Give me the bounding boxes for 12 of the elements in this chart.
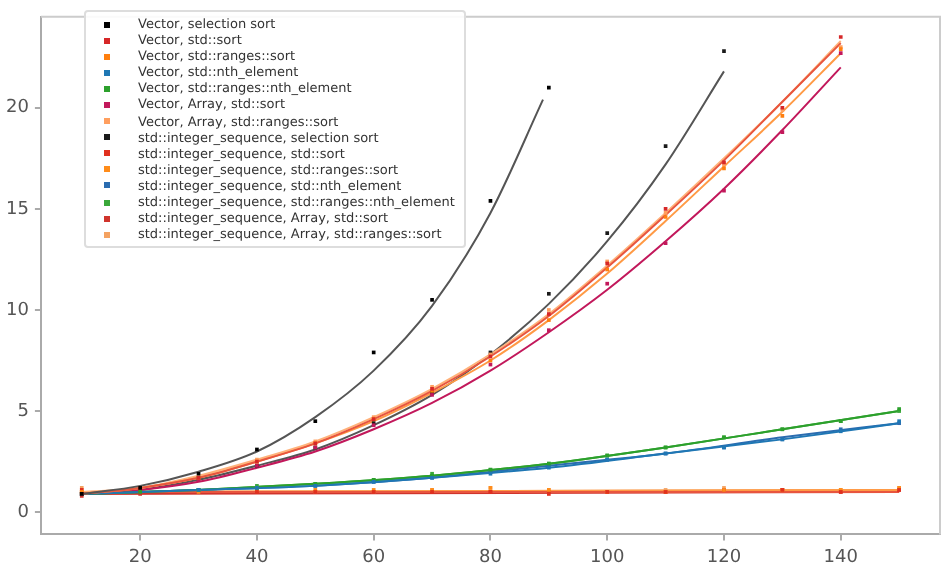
x-tick-label: 140 xyxy=(823,547,859,568)
y-tick-label: 15 xyxy=(6,199,29,220)
x-tick-label: 40 xyxy=(245,547,269,568)
y-tick-label: 10 xyxy=(6,300,30,321)
y-tick-label: 0 xyxy=(17,502,30,523)
y-tick-label: 5 xyxy=(17,401,29,422)
y-tick-label: 20 xyxy=(6,98,30,119)
x-tick-label: 120 xyxy=(706,547,742,568)
x-tick-label: 20 xyxy=(128,547,153,568)
x-tick-label: 100 xyxy=(590,547,625,568)
x-tick-label: 80 xyxy=(479,547,503,568)
x-tick-label: 60 xyxy=(362,547,386,568)
